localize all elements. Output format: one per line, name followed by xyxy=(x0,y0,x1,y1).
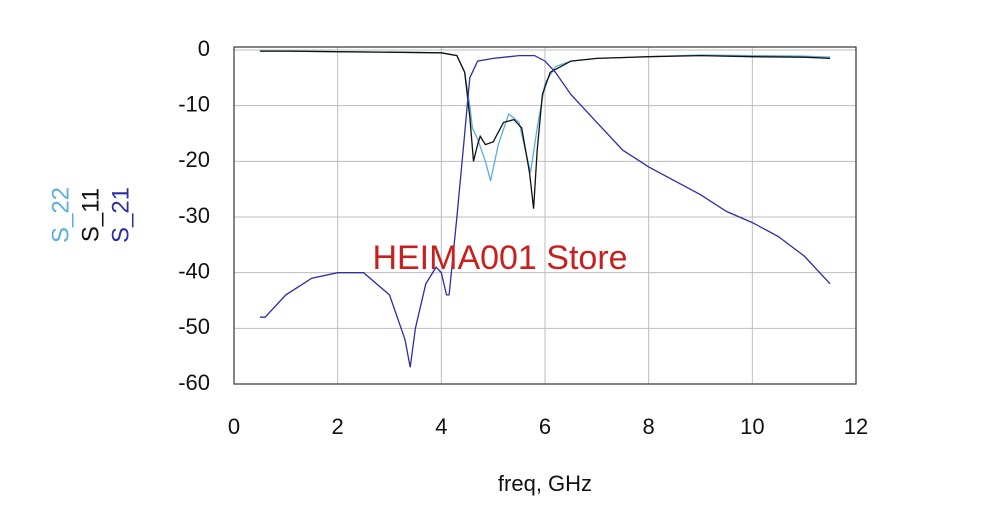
x-tick-label: 4 xyxy=(435,414,447,439)
x-tick-label: 0 xyxy=(228,414,240,439)
y-tick-label: -40 xyxy=(178,258,210,283)
y-tick-label: -30 xyxy=(178,203,210,228)
legend-label: S_21 xyxy=(107,187,134,243)
x-tick-label: 12 xyxy=(844,414,868,439)
x-tick-label: 2 xyxy=(332,414,344,439)
x-tick-label: 10 xyxy=(740,414,764,439)
y-tick-label: -20 xyxy=(178,147,210,172)
y-tick-label: -10 xyxy=(178,91,210,116)
x-tick-label: 6 xyxy=(539,414,551,439)
watermark: HEIMA001 Store xyxy=(372,239,627,277)
plot-area xyxy=(233,47,857,385)
plot-frame xyxy=(233,46,857,385)
series-line xyxy=(259,54,831,368)
y-tick-label: -50 xyxy=(178,314,210,339)
legend-label: S_22 xyxy=(47,187,74,243)
y-tick-label: 0 xyxy=(198,36,210,61)
series-line xyxy=(259,50,831,209)
x-tick-label: 8 xyxy=(643,414,655,439)
x-axis-label: freq, GHz xyxy=(498,471,592,496)
legend-label: S_11 xyxy=(77,188,104,242)
y-tick-label: -60 xyxy=(178,370,210,395)
